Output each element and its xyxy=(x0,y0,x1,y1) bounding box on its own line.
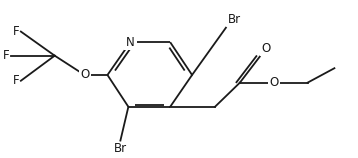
Text: N: N xyxy=(126,36,135,49)
Text: F: F xyxy=(3,49,9,62)
Text: O: O xyxy=(270,76,279,89)
Text: O: O xyxy=(80,68,89,82)
Text: Br: Br xyxy=(114,142,127,155)
Text: O: O xyxy=(262,42,271,55)
Text: F: F xyxy=(13,25,19,38)
Text: F: F xyxy=(13,74,19,87)
Text: Br: Br xyxy=(228,13,241,26)
